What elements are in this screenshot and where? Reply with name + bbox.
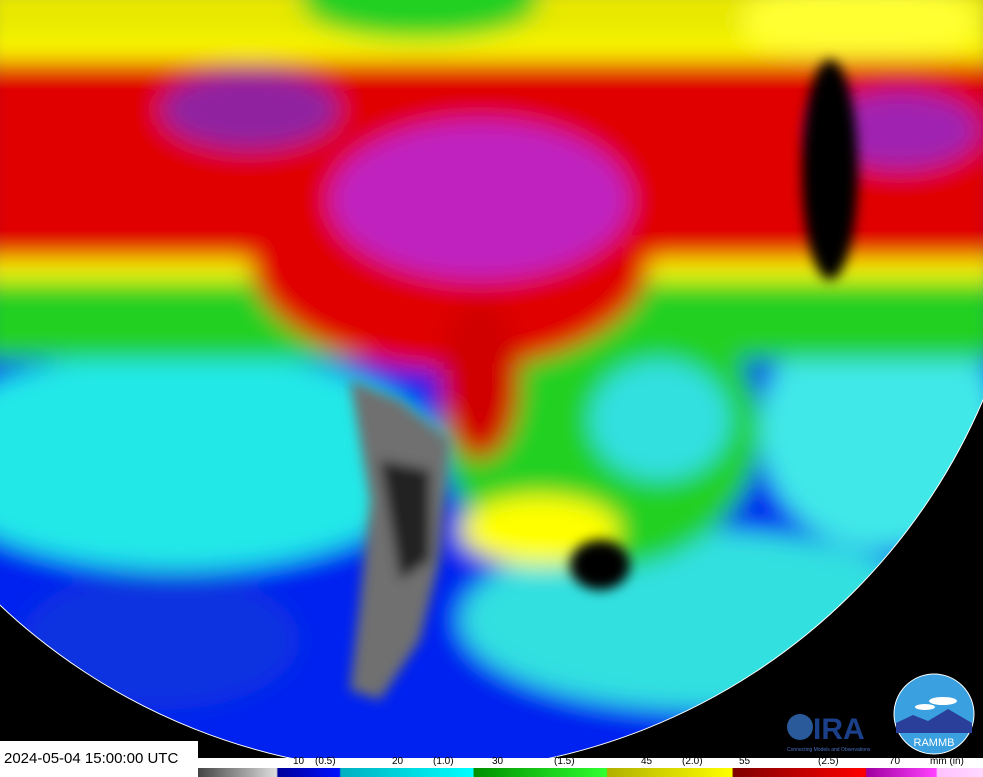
svg-text:RAMMB: RAMMB [914,737,955,749]
colorbar-label: 30 [492,756,504,767]
colorbar-label: (2.5) [818,756,839,767]
colorbar-label: 20 [392,756,404,767]
colorbar [198,768,983,777]
colorbar-label: 55 [739,756,751,767]
colorbar-units: mm (in) [930,756,964,767]
svg-text:Connecting Models and Observat: Connecting Models and Observations [787,747,871,753]
colorbar-label: 45 [641,756,653,767]
colorbar-label: (2.0) [682,756,703,767]
rammb-logo: RAMMB [893,673,975,755]
timestamp-label: 2024-05-04 15:00:00 UTC [0,741,198,777]
cira-logo: IRA Connecting Models and Observations [785,703,895,753]
colorbar-label: 70 [889,756,901,767]
colorbar-label: (0.5) [315,756,336,767]
svg-text:IRA: IRA [813,713,865,746]
colorbar-label: 10 [293,756,305,767]
colorbar-labels: 10 (0.5) 20 (1.0) 30 (1.5) 45 (2.0) 55 (… [198,756,983,768]
colorbar-label: (1.0) [433,756,454,767]
colorbar-label: (1.5) [554,756,575,767]
